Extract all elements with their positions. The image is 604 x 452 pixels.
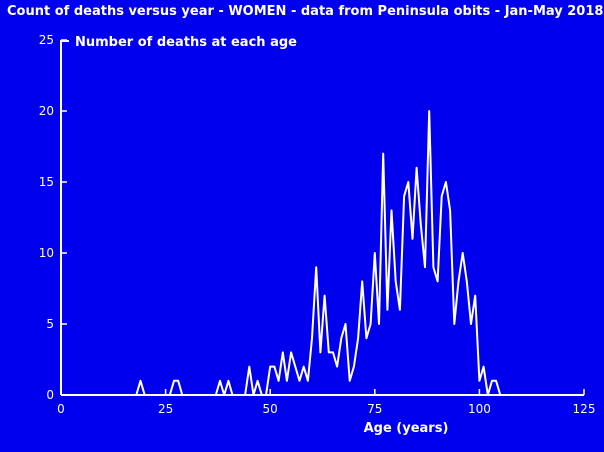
x-tick-label-0: 0 [57,402,65,416]
y-tick-label-25: 25 [39,33,54,47]
series-line-0 [135,110,584,396]
axes [60,40,584,396]
x-tick-label-25: 25 [158,402,173,416]
legend-label: Number of deaths at each age [75,35,297,50]
x-tick-label-75: 75 [367,402,382,416]
y-tick-label-20: 20 [39,104,54,118]
y-tick-label-0: 0 [46,388,54,402]
x-tick-label-125: 125 [573,402,596,416]
x-tick-label-100: 100 [468,402,491,416]
legend: Number of deaths at each age [61,35,297,50]
x-axis-label: Age (years) [364,421,449,436]
tick-labels: 0 25 50 75 100 125 0 5 10 15 20 25 [39,33,596,416]
tick-marks [60,39,585,396]
chart-title: Count of deaths versus year - WOMEN - da… [7,4,603,19]
x-tick-label-50: 50 [263,402,278,416]
y-tick-label-15: 15 [39,175,54,189]
y-tick-label-5: 5 [46,317,54,331]
y-tick-label-10: 10 [39,246,54,260]
series-group [135,110,584,396]
